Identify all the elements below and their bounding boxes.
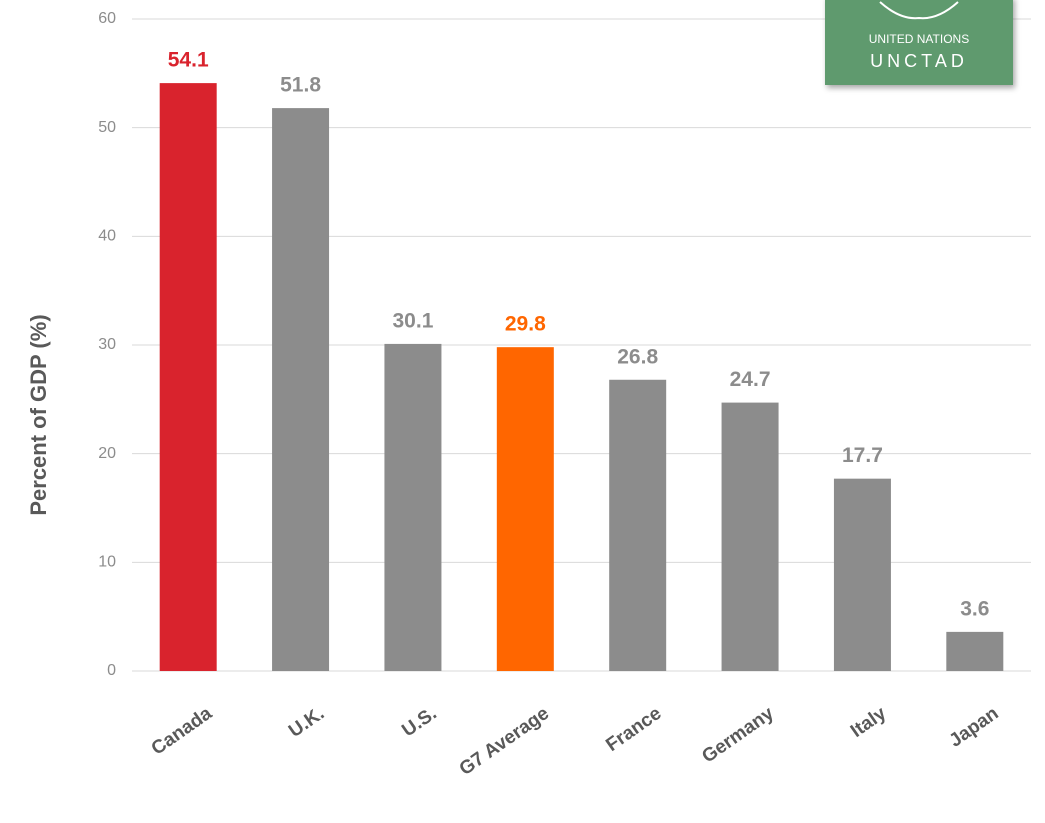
x-tick-label: G7 Average xyxy=(456,703,553,780)
data-label: 3.6 xyxy=(960,597,989,620)
x-tick-label: Germany xyxy=(698,703,778,768)
bar xyxy=(946,631,1004,671)
logo-emblem xyxy=(879,1,959,20)
x-tick-label: U.S. xyxy=(398,703,440,741)
y-axis-label: Percent of GDP (%) xyxy=(26,314,51,515)
x-tick-label: Canada xyxy=(148,703,217,760)
data-label: 26.8 xyxy=(617,345,658,368)
x-tick-label: Italy xyxy=(847,703,891,742)
logo: UNITED NATIONS UNCTAD xyxy=(825,0,1013,85)
y-tick-label: 30 xyxy=(98,336,116,353)
x-tick-label: Japan xyxy=(946,703,1003,752)
data-label: 54.1 xyxy=(168,49,209,72)
data-label: 29.8 xyxy=(505,313,546,336)
bar xyxy=(833,478,891,671)
x-tick-label: U.K. xyxy=(285,703,328,742)
bar xyxy=(384,343,442,671)
y-tick-label: 40 xyxy=(98,228,116,245)
y-tick-label: 0 xyxy=(107,662,116,679)
bar xyxy=(609,379,667,671)
data-label: 24.7 xyxy=(730,368,771,391)
bar xyxy=(159,83,217,671)
logo-background xyxy=(825,0,1013,85)
y-tick-label: 50 xyxy=(98,119,116,136)
y-tick-label: 60 xyxy=(98,10,116,27)
logo-line: UNITED NATIONS xyxy=(869,32,969,46)
bar xyxy=(721,402,779,671)
x-tick-label: France xyxy=(602,703,665,756)
y-tick-label: 20 xyxy=(98,445,116,462)
data-label: 17.7 xyxy=(842,444,883,467)
y-tick-label: 10 xyxy=(98,554,116,571)
data-label: 51.8 xyxy=(280,74,321,97)
logo-line: UNCTAD xyxy=(870,51,968,71)
bar xyxy=(496,347,554,671)
data-label: 30.1 xyxy=(393,309,434,332)
bar xyxy=(272,108,330,671)
